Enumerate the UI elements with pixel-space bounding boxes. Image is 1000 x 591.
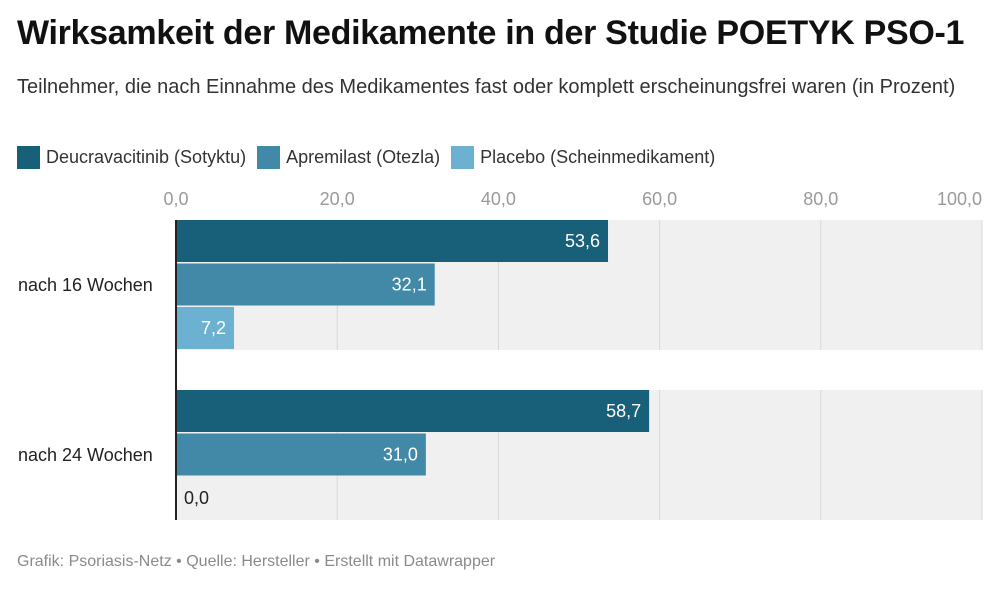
footer: Grafik: Psoriasis-Netz • Quelle: Herstel… — [17, 553, 495, 571]
footer-quelle: Quelle: Hersteller — [186, 553, 310, 570]
legend-item-apremilast: Apremilast (Otezla) — [257, 146, 440, 169]
x-tick-label: 20,0 — [320, 189, 355, 209]
data-label: 32,1 — [392, 275, 427, 295]
x-tick-label: 0,0 — [163, 189, 188, 209]
footer-separator: • — [176, 553, 182, 570]
x-tick-label: 80,0 — [803, 189, 838, 209]
legend-item-placebo: Placebo (Scheinmedikament) — [451, 146, 715, 169]
legend-swatch-deucravacitinib — [17, 146, 40, 169]
legend-label-apremilast: Apremilast (Otezla) — [286, 147, 441, 167]
legend-swatch-apremilast — [257, 146, 281, 169]
bar — [176, 307, 235, 349]
data-label: 31,0 — [383, 445, 418, 465]
chart-subtitle: Teilnehmer, die nach Einnahme des Medika… — [17, 76, 956, 98]
x-tick-label: 40,0 — [481, 189, 516, 209]
bar — [176, 390, 650, 432]
data-label: 0,0 — [184, 488, 209, 508]
data-label: 53,6 — [565, 231, 600, 251]
category-label: nach 16 Wochen — [18, 275, 153, 295]
footer-separator: • — [314, 553, 320, 570]
x-tick-label: 60,0 — [642, 189, 677, 209]
data-label: 7,2 — [201, 318, 226, 338]
footer-grafik: Grafik: Psoriasis-Netz — [17, 553, 172, 570]
legend-item-deucravacitinib: Deucravacitinib (Sotyktu) — [17, 146, 246, 169]
legend-label-placebo: Placebo (Scheinmedikament) — [480, 147, 716, 167]
legend: Deucravacitinib (Sotyktu) Apremilast (Ot… — [17, 146, 726, 169]
footer-erstellt: Erstellt mit Datawrapper — [324, 553, 496, 570]
category-label: nach 24 Wochen — [18, 445, 153, 465]
bar — [176, 433, 426, 476]
bar-chart: 0,0 20,0 40,0 60,0 80,0 100,0 nach 16 Wochen 53… — [18, 189, 983, 520]
bar — [176, 263, 435, 306]
legend-label-deucravacitinib: Deucravacitinib (Sotyktu) — [46, 147, 247, 167]
x-tick-label: 100,0 — [937, 189, 982, 209]
chart-title: Wirksamkeit der Medikamente in der Studi… — [17, 14, 965, 52]
data-label: 58,7 — [606, 401, 641, 421]
legend-swatch-placebo — [451, 146, 475, 169]
bar — [176, 220, 609, 262]
